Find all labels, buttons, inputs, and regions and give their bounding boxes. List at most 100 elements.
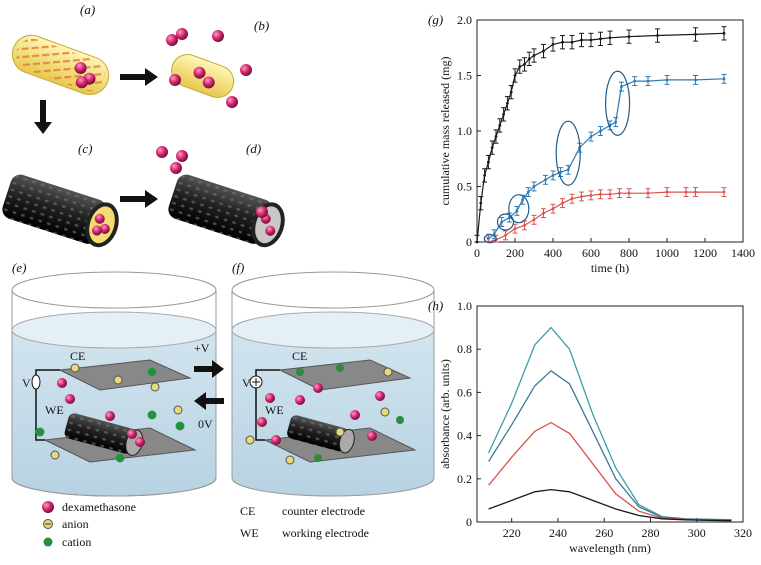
x-tick-label: 400 [544,246,562,260]
data-point [494,135,498,138]
x-axis-label: wavelength (nm) [569,541,651,555]
y-axis-label: cumulative mass released (mg) [438,57,452,206]
release-schematic: (a) (b) (c) (d) [2,2,285,248]
data-point [518,65,522,69]
y-tick-label: 0 [466,235,472,249]
x-tick-label: 280 [641,526,659,540]
x-tick-label: 800 [620,246,638,260]
data-point [515,209,519,213]
plot-frame [476,305,744,523]
v-label-f: V [242,376,251,390]
y-tick-label: 1.0 [457,299,472,313]
panel-label-h: (h) [428,298,443,313]
data-point [665,190,669,194]
data-point [526,190,530,194]
y-tick-label: 1.0 [457,124,472,138]
electrode-schematic: (e) (f) V CE WE [11,260,435,549]
ions-f [245,364,404,465]
data-point [521,198,524,202]
beaker-e: V CE WE [11,271,217,497]
y-tick-label: 0.4 [457,429,472,443]
arrow-e-to-f [194,360,224,378]
data-point [620,85,623,88]
data-point [559,170,562,174]
gel-rod-loaded [11,34,110,96]
data-point [694,33,697,36]
data-point [599,129,602,133]
x-tick-label: 260 [595,526,613,540]
highlight-ellipse [496,213,515,231]
data-point [509,90,513,94]
x-tick-label: 300 [688,526,706,540]
x-tick-label: 200 [506,246,524,260]
schematic-legend: dexamethasone anion cation CE counter el… [42,500,369,549]
x-tick-label: 1200 [693,246,717,260]
we-label-f: WE [265,403,284,417]
series-line-1 [476,32,725,243]
data-point [608,36,612,40]
data-point [570,40,574,44]
legend-we-abbr: WE [240,526,259,540]
highlight-ellipse [483,234,497,244]
y-tick-label: 0 [466,515,472,529]
data-point [479,201,483,205]
arrow-a-to-c [34,100,52,134]
voltage-source-open [31,374,41,390]
data-point [608,192,612,196]
data-point [475,240,479,244]
y-axis-label: absorbance (arb. units) [438,359,452,469]
counter-electrode-plate-f [278,359,412,391]
data-point [523,223,526,227]
data-point [722,190,726,194]
data-point [694,78,697,82]
x-tick-label: 320 [734,526,752,540]
series-line-3 [488,421,732,521]
data-point [532,218,536,222]
data-point [722,77,726,81]
data-point [580,38,583,42]
x-tick-label: 1000 [655,246,679,260]
data-point [599,37,602,41]
gel-rod-releasing [171,54,235,98]
data-point [551,207,555,211]
x-axis-label: time (h) [591,261,629,275]
series-line-1 [488,326,732,521]
data-point [614,120,618,124]
data-point [580,195,583,198]
counter-electrode-plate-e [58,359,192,391]
free-drug-d [156,146,268,218]
data-point [532,185,536,188]
data-point [694,190,697,194]
panel-label-g: (g) [428,12,443,27]
plus-v-label: +V [194,341,210,355]
y-tick-label: 0.5 [457,180,472,194]
data-point [665,78,669,82]
highlight-ellipse [508,194,530,224]
ce-label-e: CE [70,349,85,363]
data-point [490,146,494,150]
we-label-e: WE [45,403,64,417]
x-tick-label: 1400 [731,246,755,260]
highlight-ellipse [604,70,631,136]
panel-label-d: (d) [246,141,261,156]
data-point [513,74,517,77]
legend-ce-abbr: CE [240,504,255,518]
data-point [589,38,593,42]
release-chart: (g) 0 200 400 600 800 1000 1200 1400 0 0.5 1.0 1.5 2… [428,12,755,275]
data-point [487,160,490,164]
data-point [551,43,555,46]
data-point [551,174,555,177]
data-point [523,63,526,66]
zero-v-label: 0V [198,417,213,431]
data-point [627,191,631,195]
panel-label-c: (c) [78,141,92,156]
data-point [589,193,593,197]
panel-label-b: (b) [254,18,269,33]
arrow-f-to-e [194,392,224,410]
ions-e [35,363,185,463]
free-drug-b [166,28,252,108]
data-point [527,57,531,61]
data-point [722,31,726,35]
data-point [532,54,536,57]
